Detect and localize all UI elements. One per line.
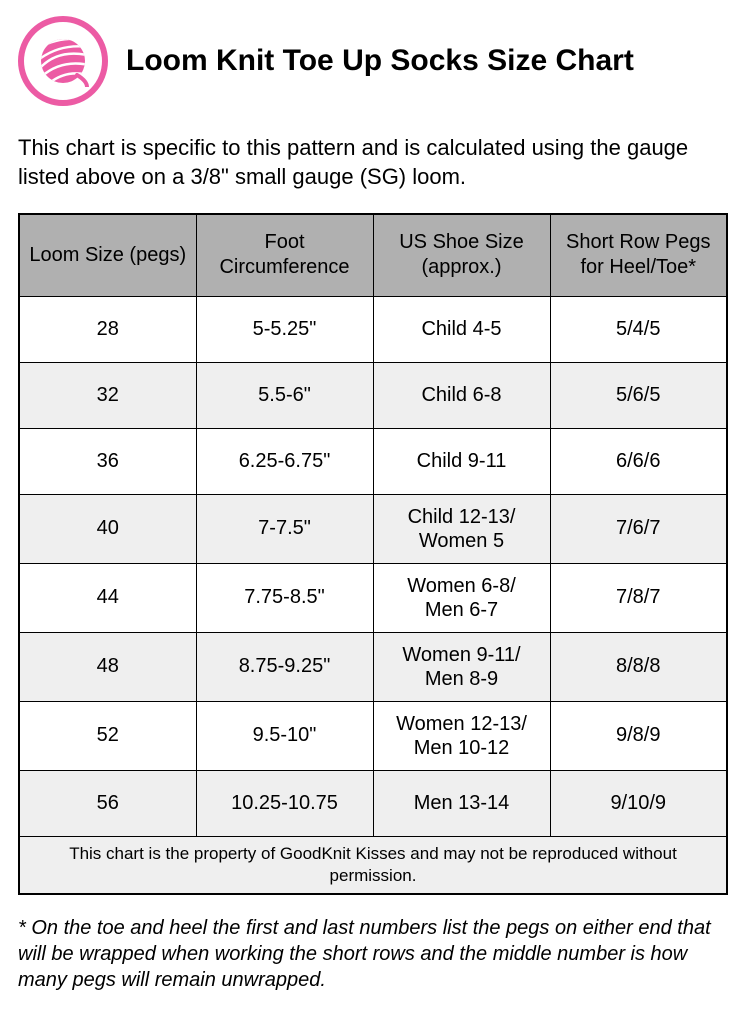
table-row: 48 8.75-9.25" Women 9-11/ Men 8-9 8/8/8 xyxy=(19,632,727,701)
cell-circ: 5-5.25" xyxy=(196,296,373,362)
cell-shoe: Women 9-11/ Men 8-9 xyxy=(373,632,550,701)
cell-short: 5/6/5 xyxy=(550,362,727,428)
cell-shoe: Women 12-13/ Men 10-12 xyxy=(373,701,550,770)
cell-circ: 5.5-6" xyxy=(196,362,373,428)
table-row: 52 9.5-10" Women 12-13/ Men 10-12 9/8/9 xyxy=(19,701,727,770)
cell-circ: 7.75-8.5" xyxy=(196,563,373,632)
table-header-row: Loom Size (pegs) Foot Circumference US S… xyxy=(19,214,727,296)
cell-short: 8/8/8 xyxy=(550,632,727,701)
cell-shoe: Child 9-11 xyxy=(373,428,550,494)
cell-short: 9/10/9 xyxy=(550,770,727,836)
cell-circ: 6.25-6.75" xyxy=(196,428,373,494)
col-header-loom-size: Loom Size (pegs) xyxy=(19,214,196,296)
cell-shoe: Child 6-8 xyxy=(373,362,550,428)
cell-shoe: Women 6-8/ Men 6-7 xyxy=(373,563,550,632)
page-title: Loom Knit Toe Up Socks Size Chart xyxy=(126,44,634,79)
cell-loom: 48 xyxy=(19,632,196,701)
table-row: 40 7-7.5" Child 12-13/ Women 5 7/6/7 xyxy=(19,494,727,563)
cell-loom: 32 xyxy=(19,362,196,428)
cell-circ: 7-7.5" xyxy=(196,494,373,563)
cell-circ: 8.75-9.25" xyxy=(196,632,373,701)
table-row: 44 7.75-8.5" Women 6-8/ Men 6-7 7/8/7 xyxy=(19,563,727,632)
table-row: 32 5.5-6" Child 6-8 5/6/5 xyxy=(19,362,727,428)
table-row: 56 10.25-10.75 Men 13-14 9/10/9 xyxy=(19,770,727,836)
cell-shoe: Child 4-5 xyxy=(373,296,550,362)
footnote: * On the toe and heel the first and last… xyxy=(18,915,728,993)
col-header-shoe-size: US Shoe Size (approx.) xyxy=(373,214,550,296)
cell-loom: 44 xyxy=(19,563,196,632)
cell-loom: 36 xyxy=(19,428,196,494)
table-row: 36 6.25-6.75" Child 9-11 6/6/6 xyxy=(19,428,727,494)
cell-short: 6/6/6 xyxy=(550,428,727,494)
size-chart-table: Loom Size (pegs) Foot Circumference US S… xyxy=(18,213,728,895)
cell-short: 7/8/7 xyxy=(550,563,727,632)
cell-circ: 10.25-10.75 xyxy=(196,770,373,836)
cell-shoe: Men 13-14 xyxy=(373,770,550,836)
table-row: 28 5-5.25" Child 4-5 5/4/5 xyxy=(19,296,727,362)
header: Loom Knit Toe Up Socks Size Chart xyxy=(18,16,728,106)
cell-short: 5/4/5 xyxy=(550,296,727,362)
cell-short: 7/6/7 xyxy=(550,494,727,563)
cell-loom: 40 xyxy=(19,494,196,563)
intro-text: This chart is specific to this pattern a… xyxy=(18,134,728,191)
table-caption: This chart is the property of GoodKnit K… xyxy=(19,836,727,894)
cell-shoe: Child 12-13/ Women 5 xyxy=(373,494,550,563)
cell-loom: 52 xyxy=(19,701,196,770)
cell-loom: 56 xyxy=(19,770,196,836)
cell-circ: 9.5-10" xyxy=(196,701,373,770)
cell-short: 9/8/9 xyxy=(550,701,727,770)
cell-loom: 28 xyxy=(19,296,196,362)
col-header-foot-circ: Foot Circumference xyxy=(196,214,373,296)
col-header-short-row: Short Row Pegs for Heel/Toe* xyxy=(550,214,727,296)
table-caption-row: This chart is the property of GoodKnit K… xyxy=(19,836,727,894)
yarn-ball-icon xyxy=(18,16,108,106)
